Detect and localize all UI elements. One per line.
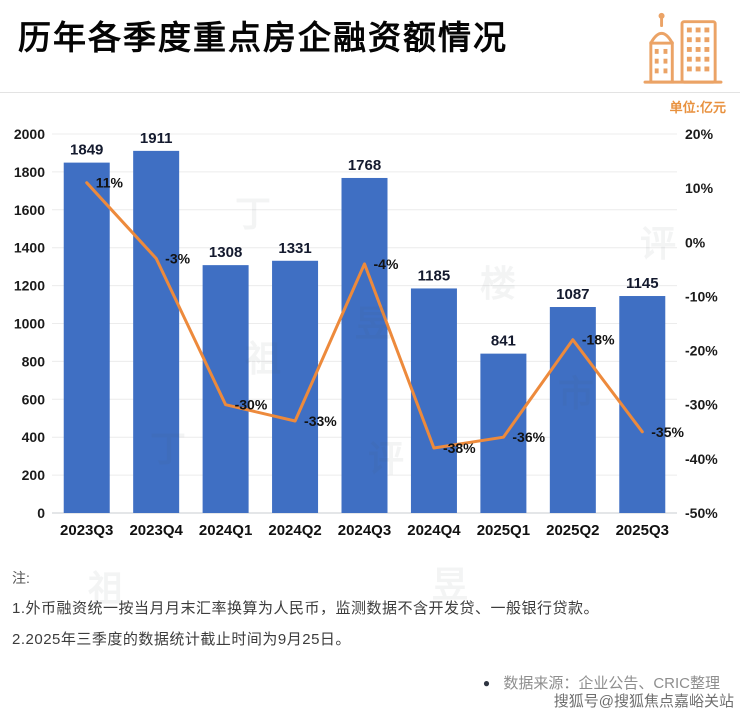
header: 历年各季度重点房企融资额情况: [0, 0, 740, 92]
category-label: 2025Q1: [477, 522, 530, 539]
notes-label: 注:: [12, 570, 30, 586]
left-axis-label: 1800: [14, 164, 45, 180]
right-axis-label: -40%: [685, 451, 718, 467]
left-axis-label: 2000: [14, 126, 45, 142]
line-value-label: 11%: [96, 175, 124, 191]
line-value-label: -36%: [512, 429, 545, 445]
chart-area: 2000 1800 1600 1400 1200 1000 800 600 400 200 0 20%…: [0, 117, 740, 562]
bar-2024Q4: [410, 288, 457, 513]
left-axis-label: 1000: [14, 316, 45, 332]
category-label: 2023Q4: [129, 522, 183, 539]
bar-value-label: 1308: [209, 244, 242, 261]
right-axis-label: 20%: [685, 126, 714, 142]
category-label: 2024Q4: [407, 522, 461, 539]
bar-value-label: 841: [491, 333, 516, 350]
bar-2024Q3: [341, 177, 388, 514]
line-value-label: -30%: [235, 397, 268, 413]
growth-line: [85, 181, 644, 450]
left-axis-label: 1400: [14, 240, 45, 256]
left-axis-label: 200: [22, 467, 46, 483]
line-value-label: -38%: [443, 440, 476, 456]
bullet-icon: ●: [482, 676, 491, 690]
building-windows: [654, 27, 710, 74]
left-axis-label: 1200: [14, 278, 45, 294]
left-axis-label: 0: [37, 505, 45, 521]
bar-2025Q1: [480, 353, 527, 513]
category-label: 2025Q2: [546, 522, 599, 539]
buildings-icon: [643, 12, 723, 84]
right-axis-label: -10%: [685, 288, 718, 304]
right-axis-label: 0%: [685, 234, 706, 250]
category-label: 2023Q3: [60, 522, 113, 539]
category-label: 2024Q3: [338, 522, 391, 539]
bar-value-label: 1849: [70, 142, 103, 159]
left-axis-label: 800: [22, 353, 46, 369]
bar-value-label: 1331: [278, 240, 311, 257]
header-divider: [0, 92, 740, 93]
bar-value-label: 1145: [626, 275, 659, 292]
bar-2025Q3: [619, 296, 666, 513]
bar-value-label: 1087: [556, 286, 589, 303]
right-axis-label: -50%: [685, 505, 718, 521]
category-label: 2025Q3: [616, 522, 669, 539]
bar-value-label: 1185: [418, 267, 451, 284]
note-line-1: 1.外币融资统一按当月月末汇率换算为人民币，监测数据不含开发贷、一般银行贷款。: [12, 600, 600, 617]
unit-label: 单位:亿元: [669, 100, 726, 115]
line-value-label: -33%: [304, 413, 337, 429]
bar-value-label: 1768: [348, 157, 381, 174]
category-label: 2024Q2: [268, 522, 321, 539]
bar-2023Q4: [133, 150, 180, 513]
line-value-label: -3%: [165, 251, 190, 267]
page-title: 历年各季度重点房企融资额情况: [18, 19, 508, 56]
sohu-watermark: 搜狐号@搜狐焦点嘉峪关站: [553, 693, 734, 710]
notes: 注: 1.外币融资统一按当月月末汇率换算为人民币，监测数据不含开发贷、一般银行贷…: [0, 562, 740, 650]
source-footer: ● 数据来源：企业公告、CRIC整理: [0, 660, 740, 693]
left-axis-label: 600: [22, 391, 46, 407]
source-text: 数据来源：企业公告、CRIC整理: [503, 675, 720, 692]
right-axis-label: -20%: [685, 343, 718, 359]
bar-2023Q3: [63, 162, 110, 513]
category-label: 2024Q1: [199, 522, 252, 539]
bar-value-label: 1911: [140, 130, 173, 147]
bar-2024Q1: [202, 265, 249, 513]
line-value-label: -35%: [651, 424, 684, 440]
left-axis-label: 1600: [14, 202, 45, 218]
note-line-2: 2.2025年三季度的数据统计截止时间为9月25日。: [12, 631, 351, 648]
chart-svg: 200018001600140012001000800600400200020%…: [14, 126, 718, 539]
right-axis-label: 10%: [685, 180, 714, 196]
right-axis-label: -30%: [685, 397, 718, 413]
line-value-label: -18%: [582, 332, 615, 348]
line-value-label: -4%: [374, 256, 399, 272]
left-axis-label: 400: [22, 429, 46, 445]
